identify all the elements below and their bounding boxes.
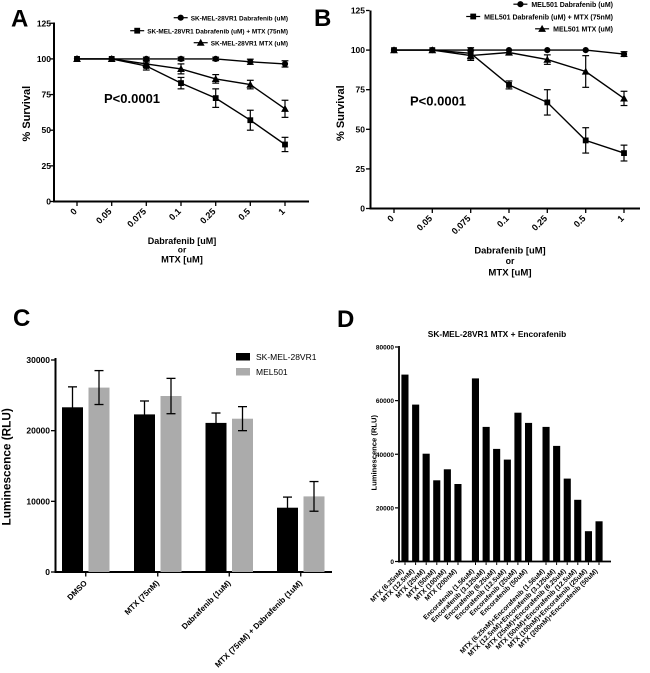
svg-text:MTX [uM]: MTX [uM]: [161, 254, 203, 264]
svg-text:P<0.0001: P<0.0001: [410, 94, 466, 109]
svg-text:MEL501: MEL501: [256, 367, 288, 377]
svg-text:125: 125: [37, 18, 51, 28]
svg-text:A: A: [11, 6, 28, 33]
svg-text:100: 100: [37, 54, 51, 64]
svg-text:SK-MEL-28VR1: SK-MEL-28VR1: [256, 352, 317, 362]
svg-text:Dabrafenib [uM]: Dabrafenib [uM]: [474, 245, 545, 256]
svg-text:1: 1: [276, 206, 287, 217]
svg-text:Luminescence (RLU): Luminescence (RLU): [370, 414, 379, 490]
svg-text:% Survival: % Survival: [335, 85, 347, 141]
svg-text:SK-MEL-28VR1 MTX (uM): SK-MEL-28VR1 MTX (uM): [211, 41, 288, 48]
svg-text:or: or: [178, 244, 187, 254]
svg-text:40000: 40000: [376, 452, 394, 459]
svg-text:20000: 20000: [26, 426, 50, 436]
svg-text:Dabrafenib [uM]: Dabrafenib [uM]: [148, 236, 217, 246]
svg-text:MEL501 Dabrafenib (uM) + MTX (: MEL501 Dabrafenib (uM) + MTX (75nM): [484, 14, 613, 21]
svg-text:0: 0: [46, 197, 51, 207]
svg-text:0: 0: [360, 204, 365, 214]
svg-text:75: 75: [42, 90, 52, 100]
svg-text:MEL501 Dabrafenib (uM): MEL501 Dabrafenib (uM): [531, 2, 613, 9]
svg-text:P<0.0001: P<0.0001: [104, 91, 160, 106]
svg-text:80000: 80000: [376, 345, 394, 352]
svg-text:0: 0: [385, 213, 396, 224]
svg-text:30000: 30000: [26, 355, 50, 365]
svg-text:MEL501 MTX (uM): MEL501 MTX (uM): [553, 27, 613, 34]
svg-text:C: C: [13, 305, 30, 332]
svg-text:SK-MEL-28VR1 MTX + Encorafenib: SK-MEL-28VR1 MTX + Encorafenib: [428, 329, 566, 339]
svg-text:D: D: [337, 306, 354, 333]
svg-text:% Survival: % Survival: [21, 86, 33, 142]
svg-text:20000: 20000: [376, 505, 394, 512]
svg-text:or: or: [506, 256, 515, 266]
svg-text:SK-MEL-28VR1 Dabrafenib (uM) +: SK-MEL-28VR1 Dabrafenib (uM) + MTX (75nM…: [147, 29, 288, 36]
svg-text:50: 50: [42, 125, 52, 135]
svg-text:MTX [uM]: MTX [uM]: [488, 268, 531, 279]
svg-text:0: 0: [45, 567, 50, 577]
svg-text:60000: 60000: [376, 398, 394, 405]
svg-text:50: 50: [356, 124, 366, 134]
svg-text:25: 25: [356, 164, 366, 174]
svg-text:100: 100: [351, 45, 365, 55]
svg-text:0: 0: [390, 559, 394, 566]
svg-text:Luminescence (RLU): Luminescence (RLU): [0, 408, 14, 525]
svg-text:1: 1: [615, 213, 626, 224]
svg-text:75: 75: [356, 85, 366, 95]
svg-text:0: 0: [68, 206, 79, 217]
svg-text:B: B: [314, 5, 331, 32]
svg-text:10000: 10000: [26, 496, 50, 506]
svg-text:25: 25: [42, 161, 52, 171]
svg-text:125: 125: [351, 6, 365, 16]
svg-text:SK-MEL-28VR1 Dabrafenib (uM): SK-MEL-28VR1 Dabrafenib (uM): [191, 16, 288, 23]
